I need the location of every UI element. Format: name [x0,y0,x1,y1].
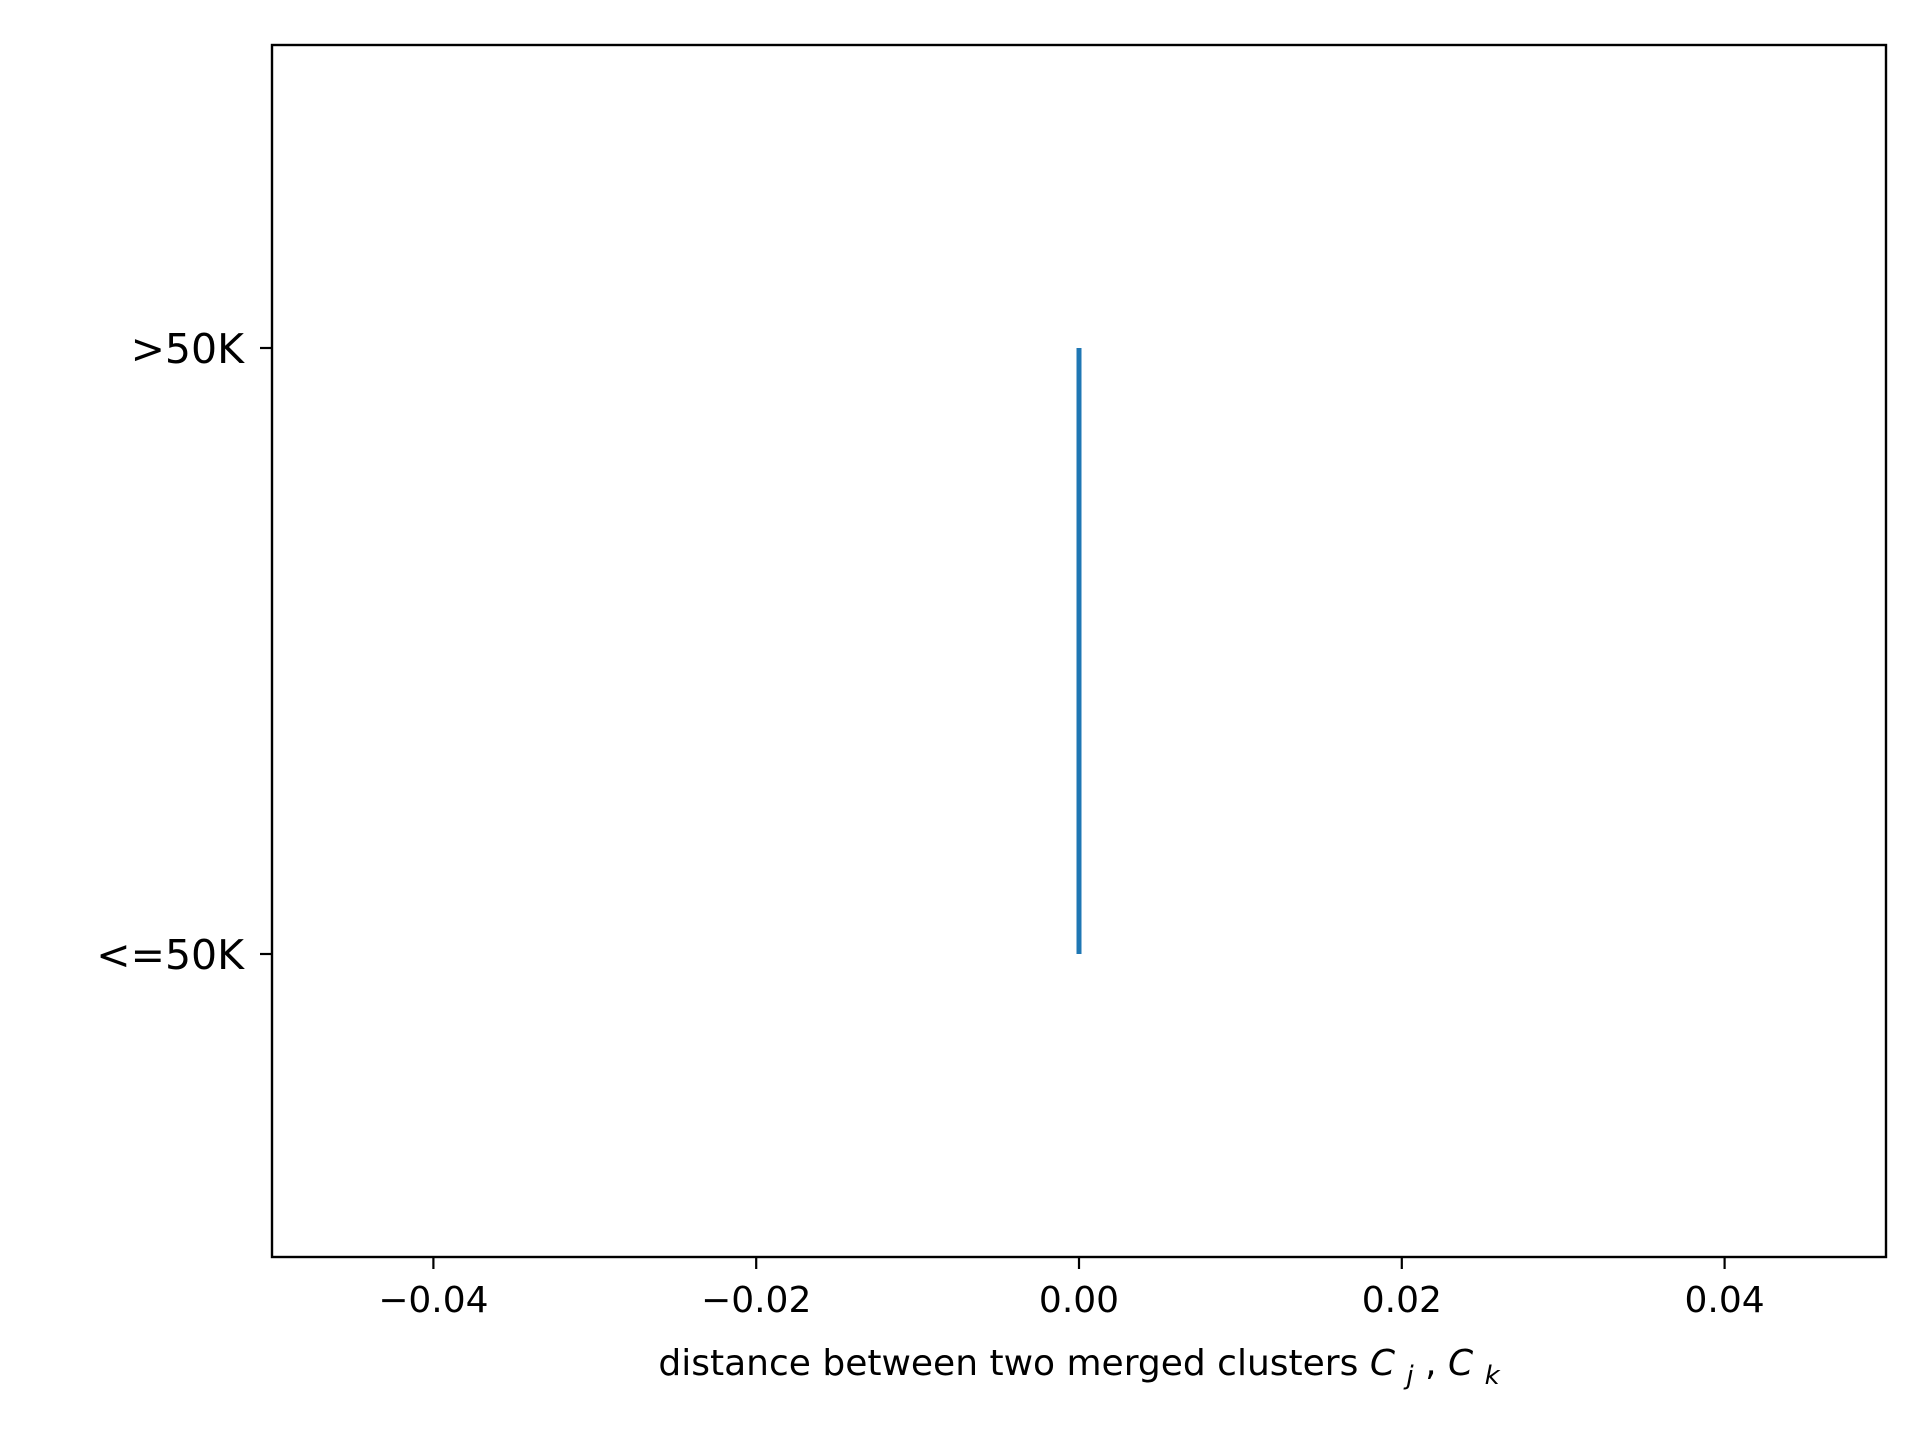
x-tick-label: −0.04 [378,1280,488,1321]
x-axis-label-sub-k: k [1485,1361,1501,1391]
x-axis-label-sub-j: j [1403,1361,1414,1391]
x-axis-label-separator: , [1425,1343,1448,1384]
x-axis-label-text: distance between two merged clusters [658,1343,1358,1384]
x-tick-label: −0.02 [701,1280,811,1321]
y-tick-label: <=50K [96,931,245,979]
x-axis-label-cluster-j: C [1370,1343,1396,1384]
x-axis: −0.04 −0.02 0.00 0.02 0.04 [378,1257,1765,1321]
x-axis-label-cluster-k: C [1448,1343,1474,1384]
x-tick-label: 0.04 [1685,1280,1765,1321]
x-tick-label: 0.02 [1362,1280,1442,1321]
x-tick-label: 0.00 [1039,1280,1119,1321]
y-tick-label: >50K [131,325,246,373]
x-axis-label: distance between two merged clusters C j… [658,1343,1500,1393]
y-axis: <=50K >50K [96,325,272,979]
